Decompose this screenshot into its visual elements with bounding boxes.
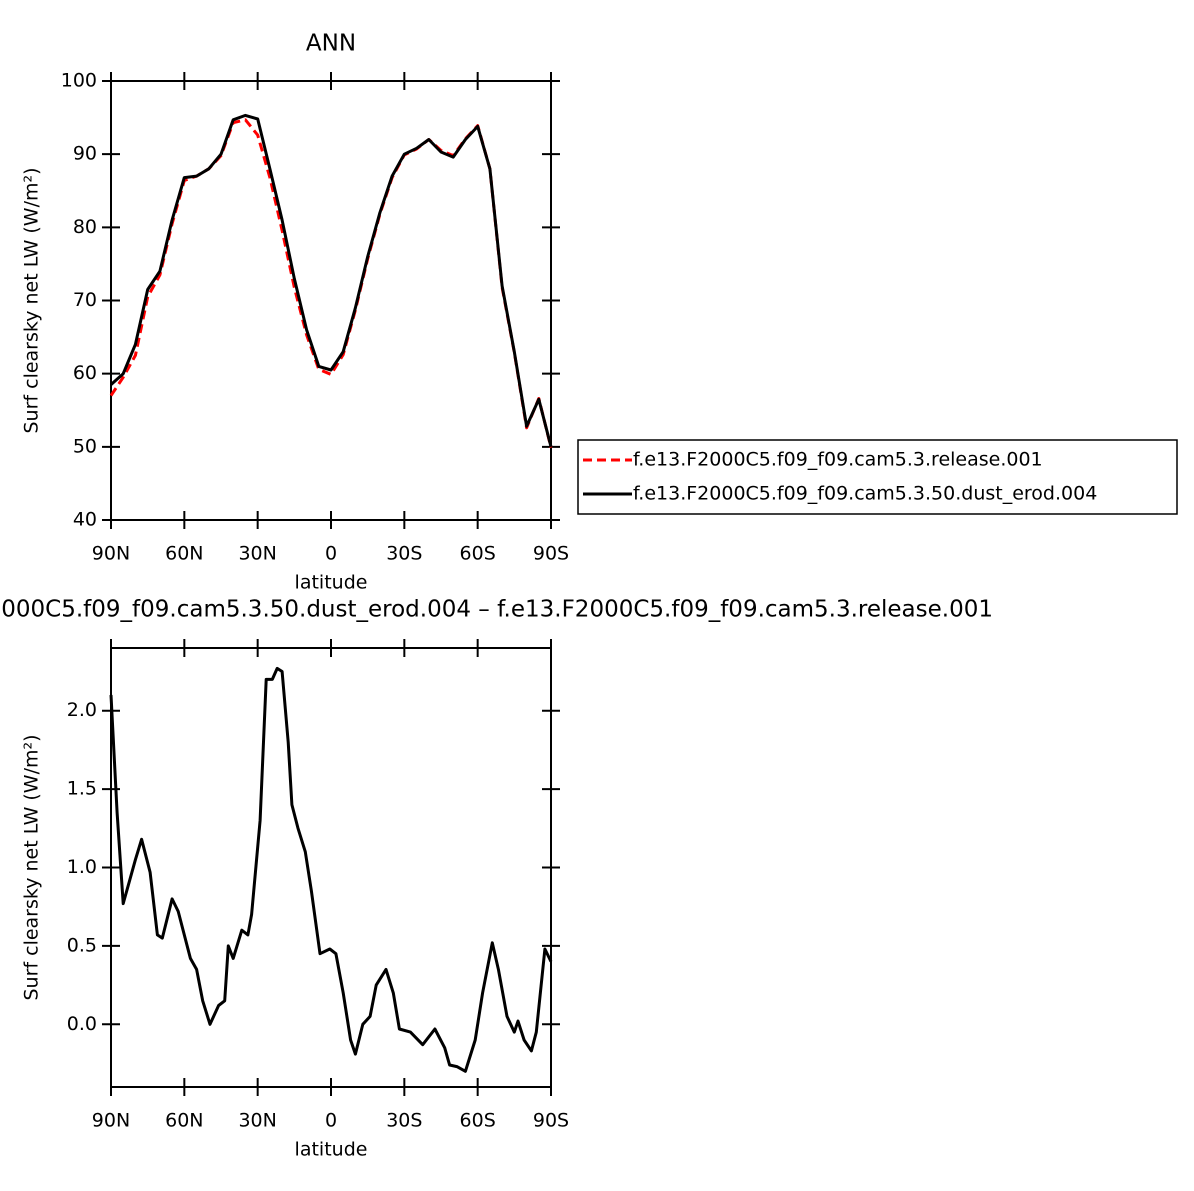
y-tick-label: 2.0 [67,699,97,721]
y-tick-label: 70 [73,289,97,311]
y-tick-label: 90 [73,143,97,165]
y-tick-label: 100 [61,70,97,92]
legend-box [577,439,1178,515]
data-line [109,118,553,448]
legend-label: f.e13.F2000C5.f09_f09.cam5.3.50.dust_ero… [633,483,1097,505]
x-tick-label: 60N [165,1110,203,1132]
x-tick-label: 0 [325,543,337,565]
data-line [110,113,553,448]
data-line [109,666,553,1073]
x-tick-label: 30N [238,1110,276,1132]
y-tick-label: 1.0 [67,856,97,878]
plot-frame [110,647,552,1088]
x-axis-label: latitude [295,572,368,594]
y-tick-label: 0.0 [67,1013,97,1035]
x-tick-label: 90N [92,1110,130,1132]
x-tick-label: 30S [386,1110,422,1132]
y-tick-label: 40 [73,509,97,531]
x-tick-label: 60S [460,543,496,565]
chart-title: ANN [306,31,356,57]
x-tick-label: 30N [238,543,276,565]
y-axis-label: Surf clearsky net LW (W/m²) [21,734,43,1000]
y-axis-label: Surf clearsky net LW (W/m²) [21,167,43,433]
chart-title: f.e13.F2000C5.f09_f09.cam5.3.50.dust_ero… [0,597,993,623]
legend-label: f.e13.F2000C5.f09_f09.cam5.3.release.001 [633,449,1043,471]
x-tick-label: 60N [165,543,203,565]
x-tick-label: 90S [533,543,569,565]
x-tick-label: 60S [460,1110,496,1132]
y-tick-label: 80 [73,216,97,238]
x-tick-label: 90N [92,543,130,565]
x-tick-label: 0 [325,1110,337,1132]
y-tick-label: 0.5 [67,934,97,956]
y-tick-label: 1.5 [67,778,97,800]
y-tick-label: 50 [73,435,97,457]
x-tick-label: 30S [386,543,422,565]
plot-frame [110,80,552,521]
x-tick-label: 90S [533,1110,569,1132]
y-tick-label: 60 [73,362,97,384]
x-axis-label: latitude [295,1139,368,1161]
